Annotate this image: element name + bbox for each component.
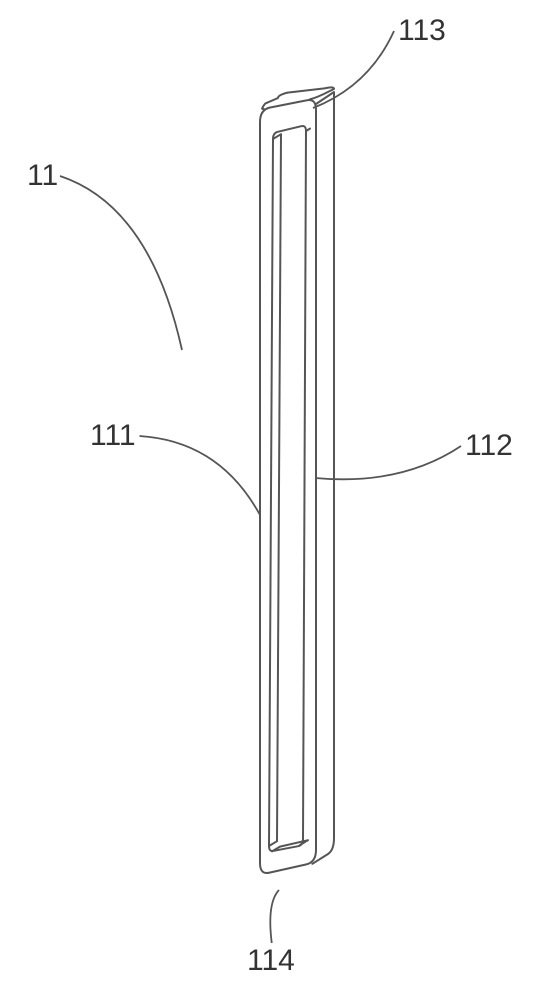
label-mid_right: 112 [465,429,513,462]
label-top_right: 113 [398,14,446,47]
label-bottom: 114 [247,944,295,977]
label-upper_left: 11 [27,159,58,192]
label-mid_left: 111 [90,419,136,452]
